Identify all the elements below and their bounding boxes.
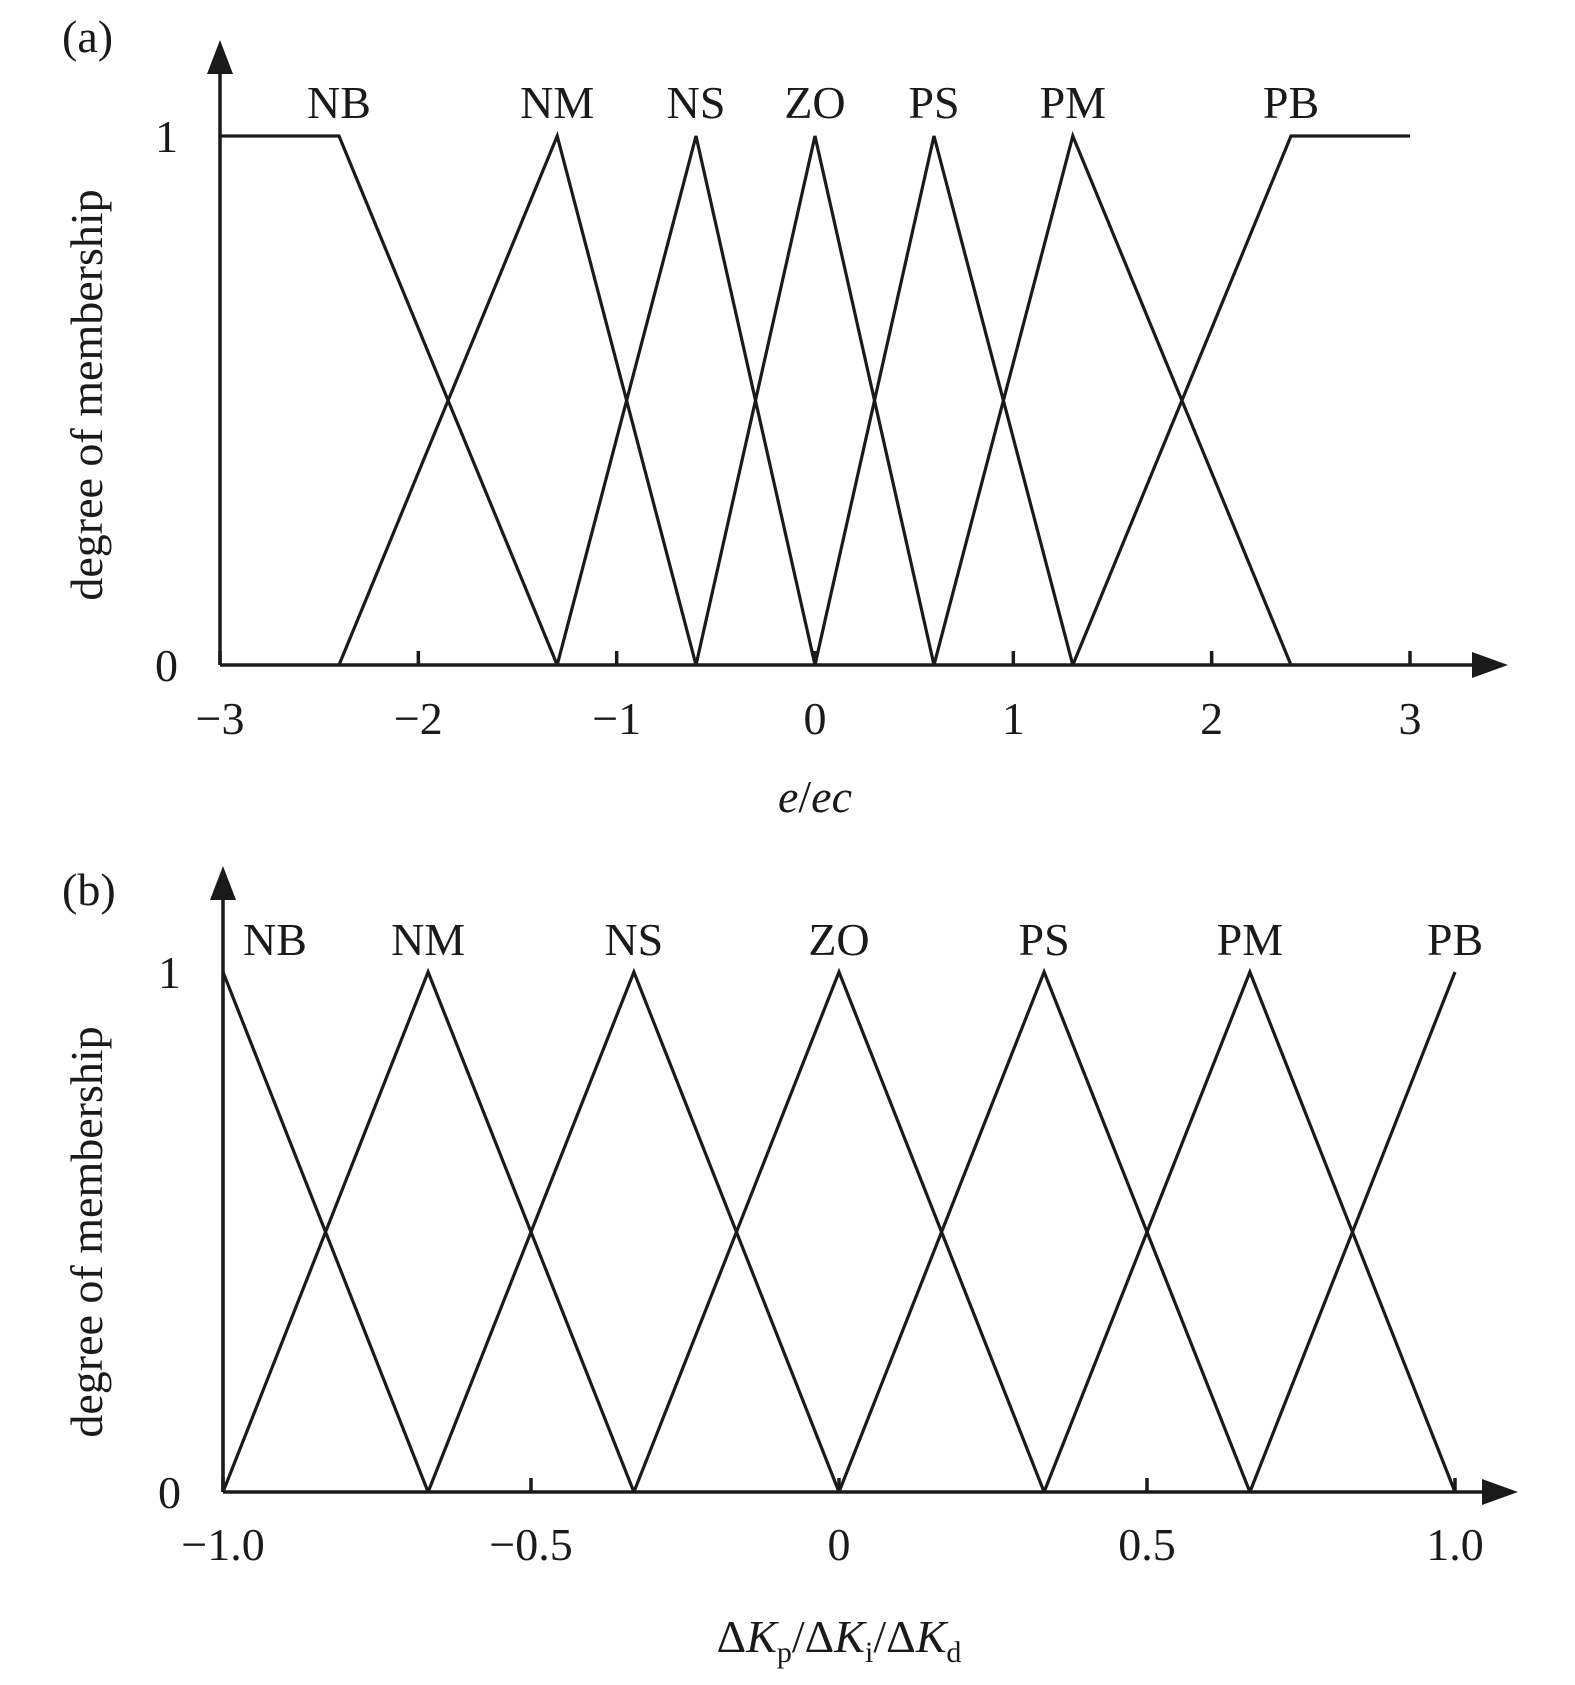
membership-curve-ps bbox=[813, 135, 1075, 666]
x-tick-label: −1 bbox=[592, 693, 641, 744]
y-axis-label: degree of membership bbox=[61, 189, 112, 600]
x-tick-label: −0.5 bbox=[489, 1519, 572, 1570]
set-label-nb: NB bbox=[307, 77, 371, 128]
panel-label: (b) bbox=[62, 864, 116, 915]
membership-curve-ns bbox=[555, 135, 817, 666]
set-label-ps: PS bbox=[908, 77, 959, 128]
membership-curve-ns bbox=[426, 967, 841, 1493]
y-axis-arrow bbox=[207, 40, 233, 74]
set-label-pm: PM bbox=[1040, 77, 1106, 128]
membership-curve-zo bbox=[694, 135, 936, 666]
x-tick-label: 1 bbox=[1002, 693, 1025, 744]
x-tick-label: 1.0 bbox=[1426, 1519, 1484, 1570]
y-axis-label: degree of membership bbox=[61, 1026, 112, 1437]
x-tick-label: 0 bbox=[828, 1519, 851, 1570]
x-tick-label: 0 bbox=[804, 693, 827, 744]
x-axis-arrow bbox=[1482, 1479, 1518, 1505]
membership-curve-pm bbox=[932, 130, 1293, 666]
x-tick-label: 3 bbox=[1399, 693, 1422, 744]
membership-curve-nb bbox=[221, 971, 430, 1493]
set-label-zo: ZO bbox=[784, 77, 845, 128]
membership-curve-pb bbox=[1248, 971, 1457, 1493]
x-tick-label: 2 bbox=[1200, 693, 1223, 744]
set-label-pb: PB bbox=[1427, 914, 1483, 965]
set-label-ps: PS bbox=[1019, 914, 1070, 965]
membership-curve-pb bbox=[1071, 134, 1410, 666]
x-axis-label: e/ec bbox=[778, 771, 852, 822]
panel-b: (b) −1.0 −0.5 0 0.5 1.0 0 1 degree of membership… bbox=[61, 864, 1518, 1669]
set-label-pb: PB bbox=[1263, 77, 1319, 128]
x-tick-label: −2 bbox=[394, 693, 443, 744]
x-tick-label: −3 bbox=[196, 693, 245, 744]
x-tick-label: −1.0 bbox=[181, 1519, 264, 1570]
membership-curve-zo bbox=[632, 967, 1046, 1493]
set-label-ns: NS bbox=[667, 77, 726, 128]
membership-curve-pm bbox=[1042, 967, 1457, 1493]
membership-curve-ps bbox=[837, 967, 1252, 1493]
y-tick-label: 0 bbox=[158, 1467, 181, 1518]
membership-curve-nm bbox=[337, 130, 698, 666]
set-label-nb: NB bbox=[243, 914, 307, 965]
y-tick-label: 1 bbox=[155, 111, 178, 162]
set-label-nm: NM bbox=[520, 77, 594, 128]
set-label-pm: PM bbox=[1217, 914, 1283, 965]
membership-curve-nm bbox=[221, 967, 636, 1493]
y-tick-label: 0 bbox=[155, 640, 178, 691]
x-axis-label: ΔKp/ΔKi/ΔKd bbox=[717, 1611, 962, 1669]
set-label-zo: ZO bbox=[808, 914, 869, 965]
y-axis-arrow bbox=[210, 866, 236, 900]
set-label-nm: NM bbox=[391, 914, 465, 965]
panel-a: (a) −3 −2 −1 0 1 2 3 0 1 degree of membership e/ec N… bbox=[61, 11, 1508, 822]
y-tick-label: 1 bbox=[158, 947, 181, 998]
x-tick-label: 0.5 bbox=[1118, 1519, 1176, 1570]
x-axis-arrow bbox=[1472, 652, 1508, 678]
set-label-ns: NS bbox=[604, 914, 663, 965]
panel-label: (a) bbox=[62, 11, 113, 62]
membership-curve-nb bbox=[220, 134, 559, 666]
